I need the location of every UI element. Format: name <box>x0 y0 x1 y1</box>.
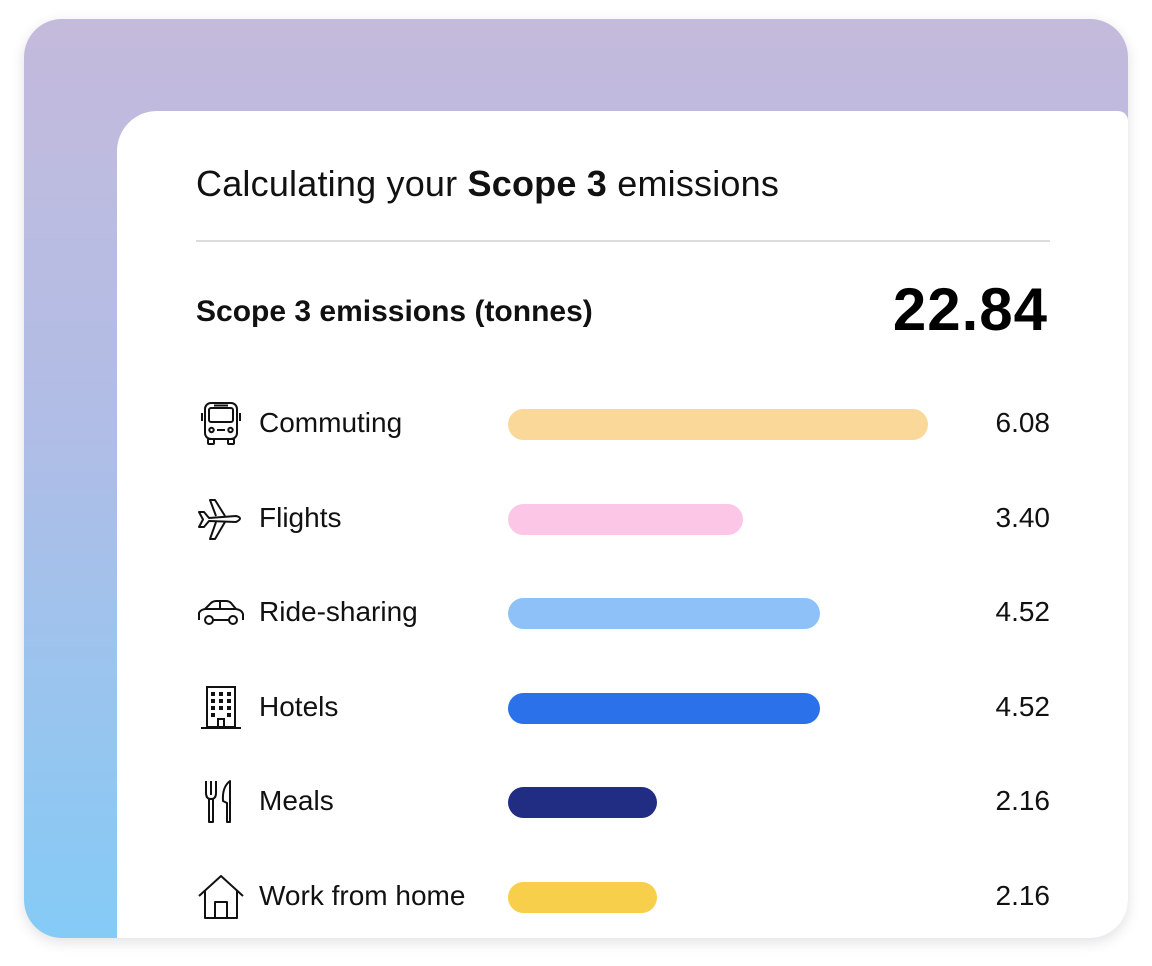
bar-category-label: Commuting <box>259 407 403 438</box>
bar-track <box>508 598 928 629</box>
total-label: Scope 3 emissions (tonnes) <box>196 295 593 328</box>
bar-category-label: Meals <box>259 785 334 816</box>
bar <box>508 881 658 913</box>
bar-value-label: 2.16 <box>995 785 1051 816</box>
bar <box>508 503 743 535</box>
bar-category-label: Work from home <box>259 879 466 911</box>
bar-row: Flights 3.40 <box>196 494 1050 544</box>
fork-knife-icon <box>196 777 246 827</box>
bar-category-label: Hotels <box>259 690 339 722</box>
hotel-building-icon <box>196 683 246 733</box>
bar-value-label: 3.40 <box>995 501 1051 533</box>
bar <box>508 787 658 818</box>
total-value: 22.84 <box>892 276 1048 343</box>
bar-value-label: 2.16 <box>995 879 1051 911</box>
bar-track <box>508 503 928 535</box>
bus-icon <box>196 399 246 449</box>
bar-row: Hotels 4.52 <box>196 683 1050 733</box>
bar-category-label: Ride-sharing <box>259 596 418 627</box>
bar-value-label: 4.52 <box>995 596 1051 627</box>
airplane-icon <box>196 494 246 544</box>
bar <box>508 692 821 724</box>
bar-row: Work from home 2.16 <box>196 872 1050 922</box>
bar-track <box>508 409 928 440</box>
bar-row: Commuting 6.08 <box>196 399 1050 449</box>
heading-prefix: Calculating your <box>196 163 468 204</box>
bar-value-label: 6.08 <box>995 407 1051 438</box>
bar-track <box>508 881 928 913</box>
emissions-card: Calculating your Scope 3 emissions Scope… <box>117 111 1128 938</box>
card-heading: Calculating your Scope 3 emissions <box>196 163 779 205</box>
heading-bold: Scope 3 <box>467 163 608 204</box>
house-icon <box>196 872 246 922</box>
gradient-frame: Calculating your Scope 3 emissions Scope… <box>24 19 1128 938</box>
bar-row: Ride-sharing 4.52 <box>196 588 1050 638</box>
divider <box>196 240 1050 242</box>
bar-track <box>508 787 928 818</box>
bar-row: Meals 2.16 <box>196 777 1050 827</box>
bar-value-label: 4.52 <box>995 690 1051 722</box>
heading-suffix: emissions <box>607 163 780 204</box>
bar <box>508 409 928 440</box>
bar <box>508 598 821 629</box>
bar-category-label: Flights <box>259 501 342 533</box>
car-icon <box>196 588 246 638</box>
bar-track <box>508 692 928 724</box>
